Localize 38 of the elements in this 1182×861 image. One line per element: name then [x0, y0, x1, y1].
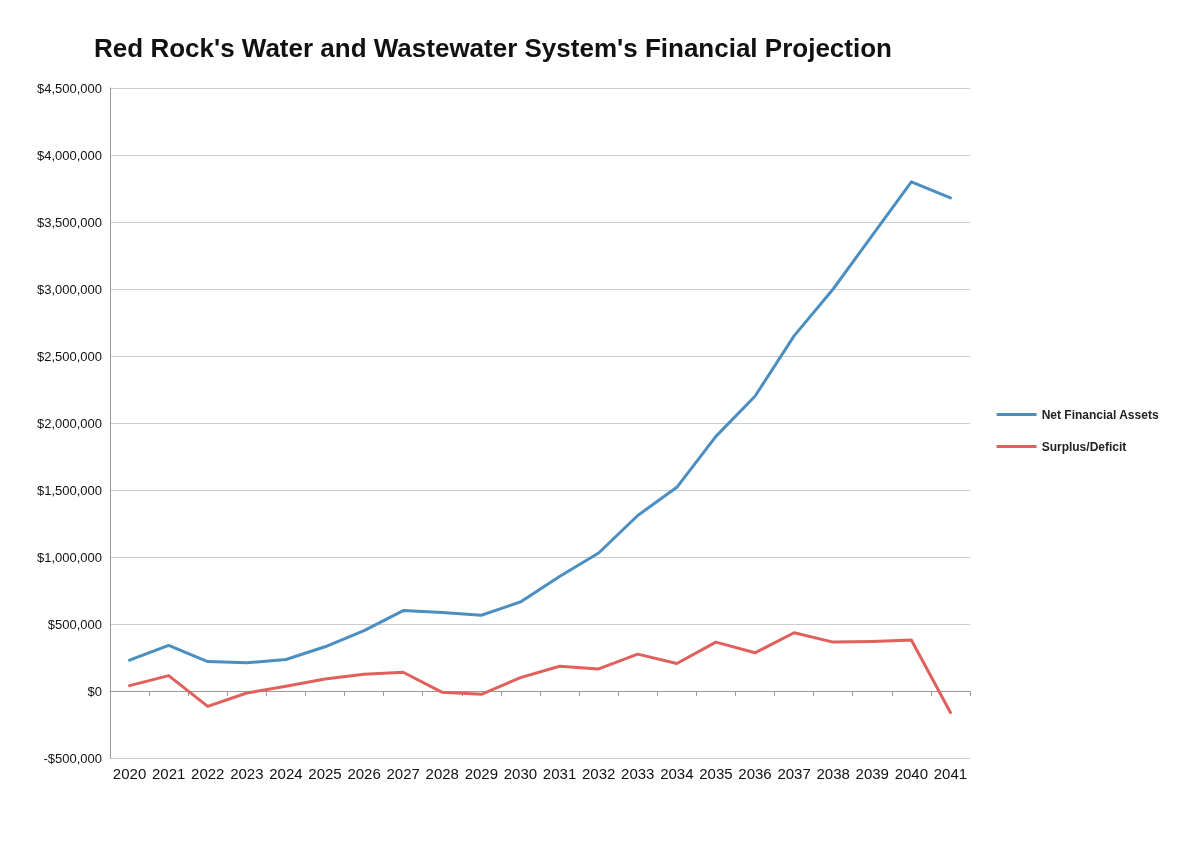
- x-tick-label: 2021: [151, 765, 186, 782]
- y-tick-label: $3,500,000: [36, 214, 102, 230]
- x-tick-label: 2026: [347, 765, 381, 782]
- y-tick-label: $2,000,000: [36, 415, 102, 431]
- y-tick-label: -$500,000: [43, 750, 102, 766]
- x-tick-label: 2037: [777, 765, 811, 782]
- legend-label: Net Financial Assets: [1041, 407, 1159, 422]
- x-tick-label: 2023: [230, 765, 264, 782]
- x-tick-label: 2033: [621, 765, 655, 782]
- x-tick-label: 2040: [894, 765, 929, 782]
- x-tick-label: 2035: [699, 765, 733, 782]
- y-tick-label: $4,000,000: [36, 147, 102, 163]
- x-tick-label: 2031: [542, 765, 577, 782]
- x-tick-label: 2038: [816, 765, 850, 782]
- x-tick-label: 2020: [112, 765, 147, 782]
- x-tick-label: 2022: [191, 765, 225, 782]
- x-tick-label: 2036: [738, 765, 772, 782]
- x-tick-label: 2027: [386, 765, 420, 782]
- y-tick-label: $3,000,000: [36, 281, 102, 297]
- x-tick-label: 2041: [933, 765, 968, 782]
- y-tick-label: $0: [87, 683, 102, 699]
- x-tick-label: 2024: [269, 765, 303, 782]
- legend-label: Surplus/Deficit: [1041, 439, 1127, 454]
- y-tick-label: $4,500,000: [36, 80, 102, 96]
- y-tick-label: $500,000: [47, 616, 102, 632]
- x-tick-label: 2032: [581, 765, 616, 782]
- x-tick-label: 2034: [660, 765, 694, 782]
- x-tick-label: 2029: [464, 765, 499, 782]
- y-tick-label: $1,000,000: [36, 549, 102, 565]
- x-tick-label: 2025: [308, 765, 342, 782]
- chart-title: Red Rock's Water and Wastewater System's Financial Projection: [94, 33, 892, 63]
- y-tick-label: $1,500,000: [36, 482, 102, 498]
- x-tick-label: 2028: [425, 765, 459, 782]
- x-tick-label: 2030: [503, 765, 538, 782]
- line-series: [128, 631, 952, 714]
- y-tick-label: $2,500,000: [36, 348, 102, 364]
- line-series: [128, 180, 952, 665]
- x-tick-label: 2039: [855, 765, 889, 782]
